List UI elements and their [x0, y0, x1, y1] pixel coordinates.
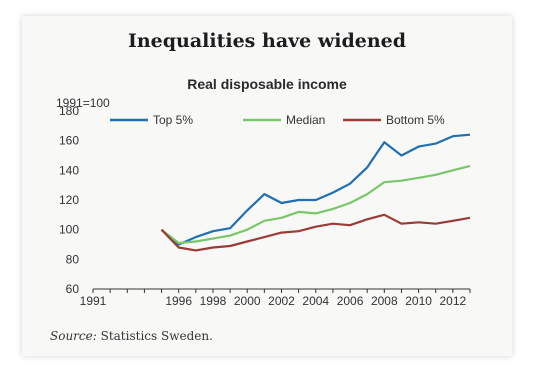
y-tick-label: 80	[66, 252, 80, 266]
y-unit-label: 1991=100	[56, 96, 110, 110]
x-tick-label: 1998	[200, 294, 227, 308]
x-tick-label: 2010	[405, 294, 432, 308]
y-tick-label: 140	[59, 163, 79, 177]
y-tick-label: 160	[59, 134, 79, 148]
x-tick-label: 2002	[268, 294, 295, 308]
chart-panel: Inequalities have widened Real disposabl…	[22, 16, 512, 356]
y-tick-label: 60	[66, 282, 80, 296]
y-tick-label: 100	[59, 223, 79, 237]
x-tick-label: 1996	[165, 294, 192, 308]
y-tick-label: 180	[59, 104, 79, 118]
x-tick-label: 2006	[337, 294, 364, 308]
x-tick-label: 2004	[302, 294, 329, 308]
x-tick-label: 1991	[80, 294, 107, 308]
x-tick-label: 2000	[234, 294, 261, 308]
chart-subtitle: Real disposable income	[187, 76, 347, 92]
series-line-1	[160, 133, 471, 246]
source-note: Source: Statistics Sweden.	[50, 329, 213, 343]
legend-label-3: Bottom 5%	[386, 113, 445, 127]
series-line-2	[160, 164, 471, 245]
source-label: Source:	[50, 329, 97, 343]
x-tick-label: 2012	[440, 294, 467, 308]
y-tick-label: 120	[59, 193, 79, 207]
legend-label-1: Top 5%	[153, 113, 193, 127]
x-tick-label: 2008	[371, 294, 398, 308]
legend-label-2: Median	[286, 113, 325, 127]
series-line-3	[160, 213, 471, 252]
source-text: Statistics Sweden.	[100, 329, 213, 343]
chart-title: Inequalities have widened	[127, 30, 407, 52]
